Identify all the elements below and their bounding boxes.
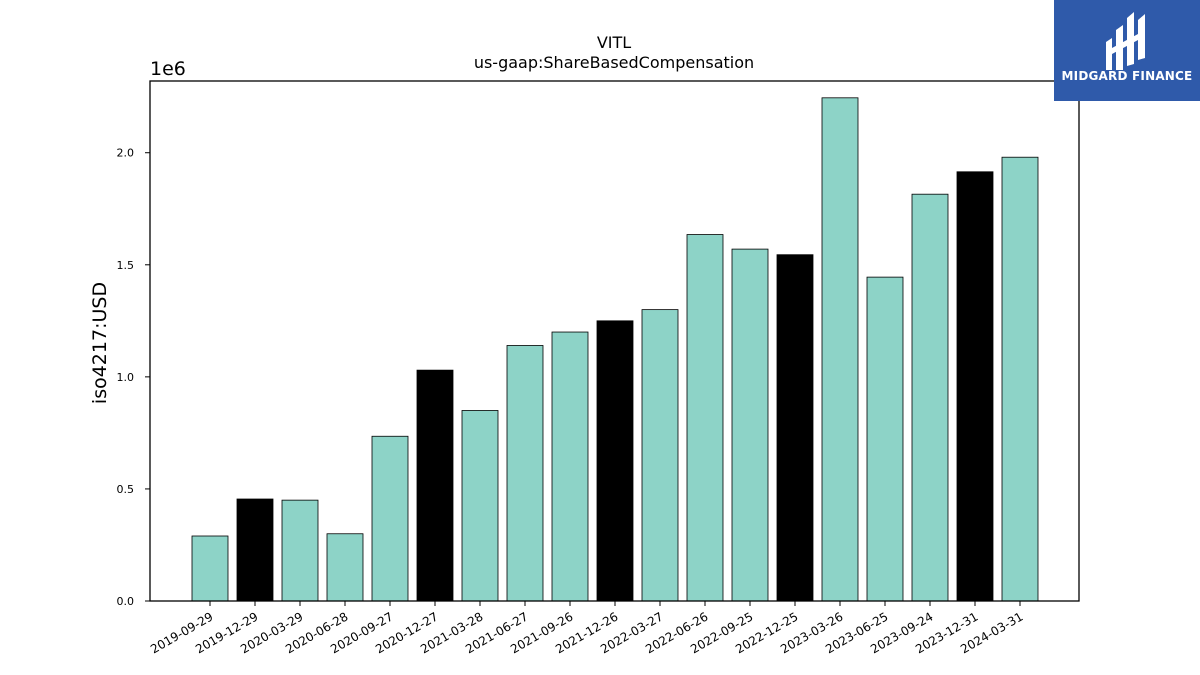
chart-title: VITL	[597, 33, 631, 52]
midgard-finance-logo: MIDGARD FINANCE	[1054, 0, 1200, 101]
bar-2021-09-26	[551, 331, 589, 602]
y-tick-label: 2.0	[117, 147, 135, 160]
y-tick-label: 1.0	[117, 371, 135, 384]
y-ticks: 0.0 0.5 1.0 1.5 2.0	[117, 147, 150, 608]
bar-2019-09-29	[191, 535, 229, 602]
bar-2022-09-25	[731, 248, 769, 602]
midgard-logo-icon	[1106, 12, 1145, 70]
y-axis-label: iso4217:USD	[89, 282, 111, 404]
x-ticks: 2019-09-292019-12-292020-03-292020-06-28…	[148, 601, 1026, 656]
bar-2023-03-26	[821, 97, 859, 602]
bar-2021-06-27	[506, 345, 544, 602]
bar-2021-12-26	[596, 320, 634, 602]
y-tick-label: 0.0	[117, 595, 135, 608]
bar-2020-09-27	[371, 435, 409, 602]
bar-2020-12-27	[416, 369, 454, 602]
bar-2022-03-27	[641, 309, 679, 602]
bar-2023-12-31	[956, 171, 994, 602]
bars	[191, 97, 1039, 602]
logo-text: MIDGARD FINANCE	[1061, 69, 1193, 83]
plot-frame	[149, 80, 1080, 602]
y-tick-label: 0.5	[117, 483, 135, 496]
bar-2019-12-29	[236, 498, 274, 602]
bar-2022-12-25	[776, 254, 814, 602]
bar-2024-03-31	[1001, 156, 1039, 602]
y-tick-label: 1.5	[117, 259, 135, 272]
bar-2022-06-26	[686, 234, 724, 602]
bar-2020-03-29	[281, 499, 319, 602]
bar-2020-06-28	[326, 533, 364, 602]
chart-subtitle: us-gaap:ShareBasedCompensation	[474, 53, 754, 72]
bar-2023-09-24	[911, 193, 949, 602]
bar-2021-03-28	[461, 410, 499, 602]
bar-2023-06-25	[866, 276, 904, 602]
y-multiplier-label: 1e6	[150, 58, 186, 80]
